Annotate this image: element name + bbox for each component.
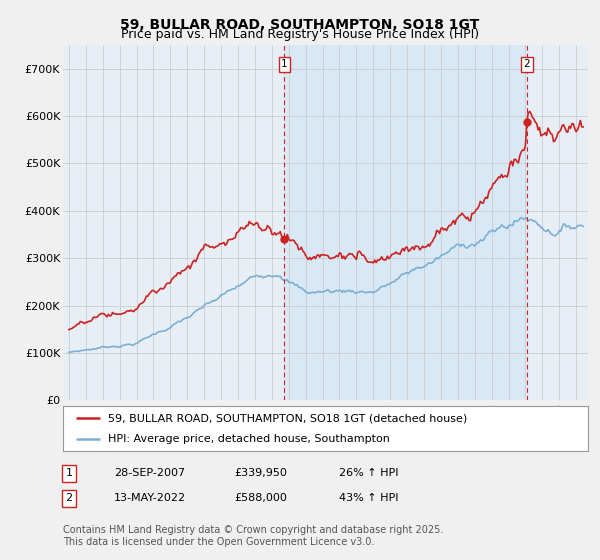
Text: 1: 1	[65, 468, 73, 478]
Text: 2: 2	[524, 59, 530, 69]
Text: 2: 2	[65, 493, 73, 503]
Point	[522, 117, 532, 126]
Text: £339,950: £339,950	[234, 468, 287, 478]
Point	[280, 235, 289, 244]
Text: 28-SEP-2007: 28-SEP-2007	[114, 468, 185, 478]
Text: Price paid vs. HM Land Registry's House Price Index (HPI): Price paid vs. HM Land Registry's House …	[121, 28, 479, 41]
Text: £588,000: £588,000	[234, 493, 287, 503]
Text: Contains HM Land Registry data © Crown copyright and database right 2025.
This d: Contains HM Land Registry data © Crown c…	[63, 525, 443, 547]
Text: 59, BULLAR ROAD, SOUTHAMPTON, SO18 1GT (detached house): 59, BULLAR ROAD, SOUTHAMPTON, SO18 1GT (…	[107, 413, 467, 423]
Text: 26% ↑ HPI: 26% ↑ HPI	[339, 468, 398, 478]
Bar	[284, 45, 527, 400]
Text: HPI: Average price, detached house, Southampton: HPI: Average price, detached house, Sout…	[107, 433, 389, 444]
Text: 1: 1	[281, 59, 288, 69]
Text: 13-MAY-2022: 13-MAY-2022	[114, 493, 186, 503]
Text: 43% ↑ HPI: 43% ↑ HPI	[339, 493, 398, 503]
Text: 59, BULLAR ROAD, SOUTHAMPTON, SO18 1GT: 59, BULLAR ROAD, SOUTHAMPTON, SO18 1GT	[121, 18, 479, 32]
